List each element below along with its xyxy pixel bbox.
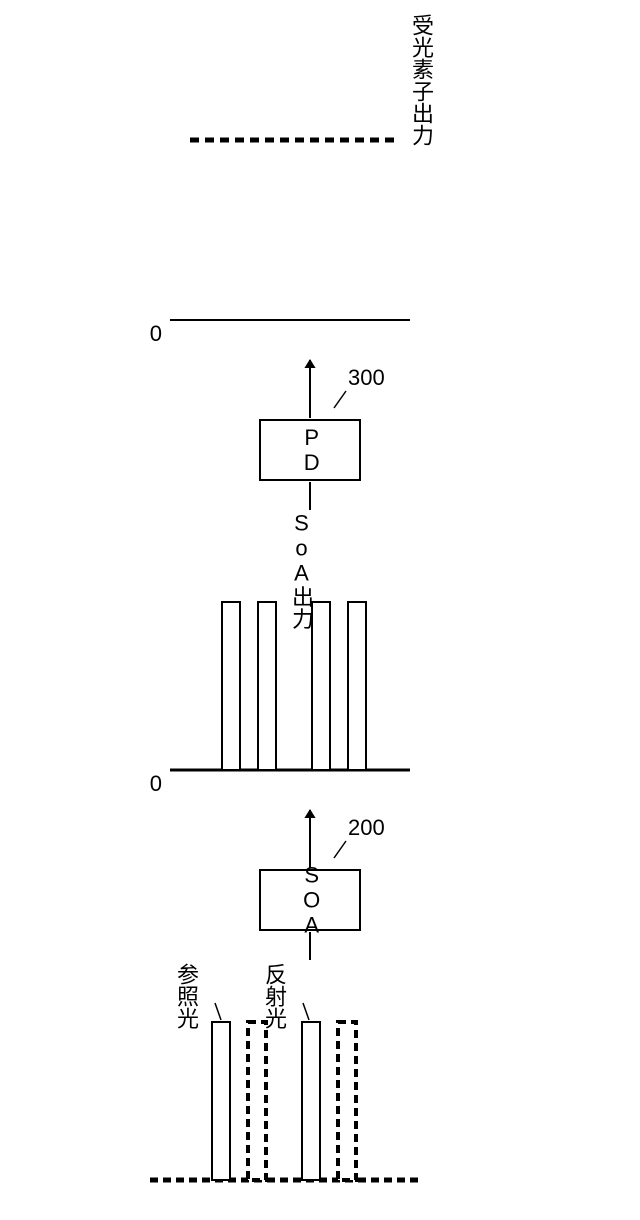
block-soa-arrow-out xyxy=(304,809,315,868)
plot-input-lead-right xyxy=(303,1003,309,1020)
plot-input-pair0-second xyxy=(248,1022,266,1180)
plot-pd-zero: 0 xyxy=(150,321,162,346)
block-pd-label: PD xyxy=(299,425,324,475)
block-pd: PD 300 xyxy=(260,359,385,510)
block-soa-ref: 200 xyxy=(348,815,385,840)
block-soa: SOA 200 xyxy=(260,809,385,960)
plot-soa-pair0-solid xyxy=(222,602,240,770)
plot-pd-title: 受光素子出力 xyxy=(409,14,434,146)
plot-input-label-left: 参照光 xyxy=(174,963,199,1029)
plot-input-pair0-solid xyxy=(212,1022,230,1180)
plot-input: 参照光 反射光 xyxy=(150,963,420,1180)
block-soa-label: SOA xyxy=(299,863,324,938)
plot-soa-pair1-solid xyxy=(312,602,330,770)
plot-soa-pair0-second xyxy=(258,602,276,770)
plot-soa-title: SoA出力 xyxy=(289,511,314,630)
plot-input-pair1-solid xyxy=(302,1022,320,1180)
plot-soa-pair1-second xyxy=(348,602,366,770)
plot-input-lead-left xyxy=(215,1003,221,1020)
plot-input-pair1-second xyxy=(338,1022,356,1180)
plot-input-label-right: 反射光 xyxy=(262,963,287,1029)
block-pd-lead xyxy=(334,391,346,408)
plot-pd: 0 受光素子出力 xyxy=(150,14,434,346)
block-soa-lead xyxy=(334,841,346,858)
block-pd-ref: 300 xyxy=(348,365,385,390)
plot-soa-zero: 0 xyxy=(150,771,162,796)
plot-soa: 0 SoA出力 xyxy=(150,511,410,797)
block-pd-arrow-out xyxy=(304,359,315,418)
